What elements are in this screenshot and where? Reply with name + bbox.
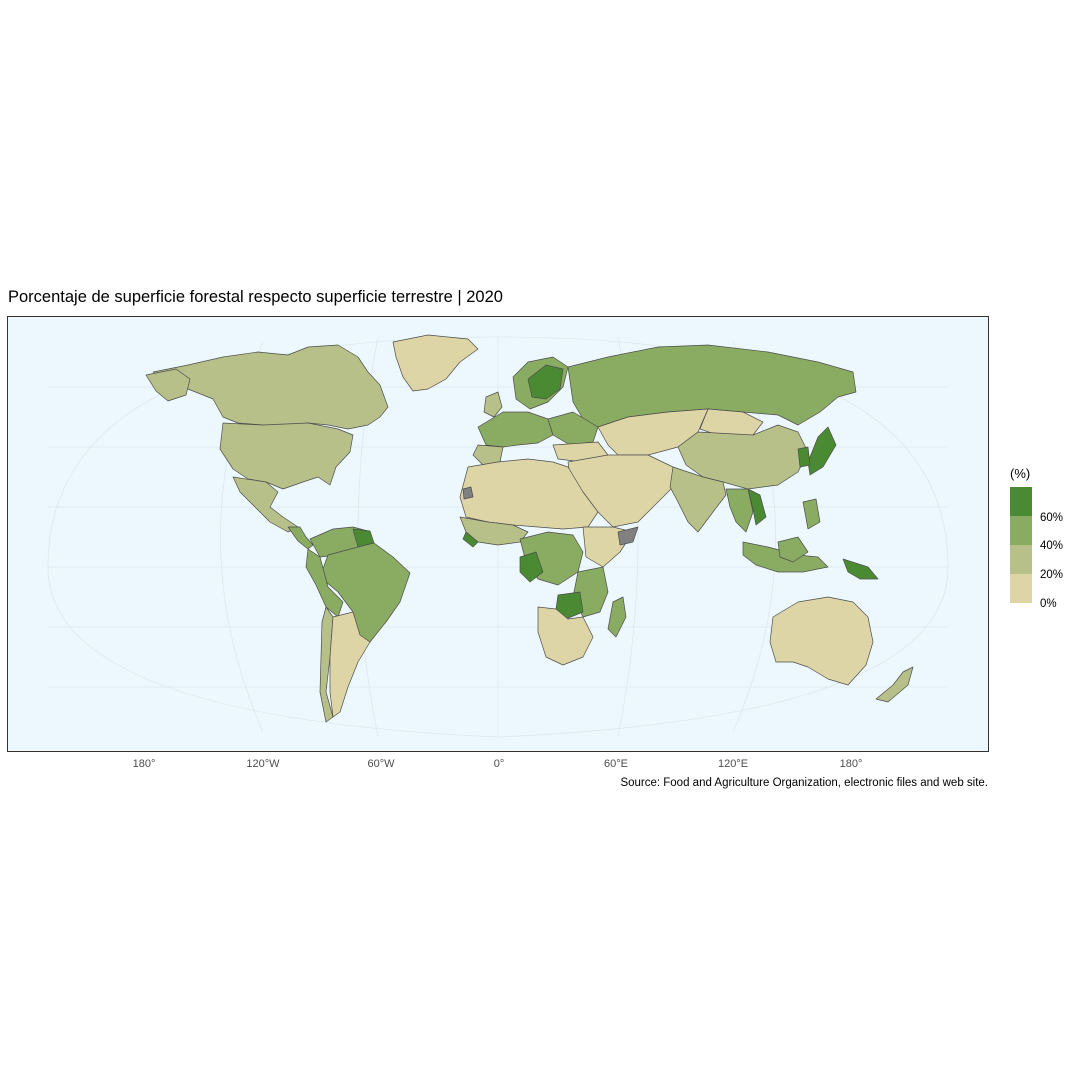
world-map [47,334,949,738]
region-gabon-congo [519,551,544,583]
region-papua-new-guinea [842,558,879,580]
region-new-zealand [875,666,914,703]
x-tick-120w: 120°W [246,758,280,770]
region-southern-africa [537,606,594,666]
region-madagascar [607,596,627,638]
region-finland-sweden [527,364,564,400]
region-alaska [145,368,191,402]
source-caption: Source: Food and Agriculture Organizatio… [620,777,988,789]
region-brazil [319,542,411,643]
region-somalia-no-data [617,526,639,546]
legend-label-40: 40% [1040,540,1064,552]
legend-label-60: 60% [1040,512,1064,524]
region-argentina [329,611,371,718]
legend-swatch-40-60 [1010,516,1032,545]
region-uk [483,391,503,418]
legend-swatch-20-40 [1010,545,1032,574]
map-title: Porcentaje de superficie forestal respec… [8,288,503,306]
region-japan [807,426,837,476]
region-korea [797,446,811,468]
region-myanmar-thailand [725,488,754,533]
x-tick-60w: 60°W [367,758,395,770]
x-tick-180w: 180° [132,758,156,770]
region-india [669,466,727,533]
region-liberia-guinea [462,531,479,548]
legend-swatch-60-plus [1010,487,1032,516]
legend-label-0: 0% [1040,598,1057,610]
countries [145,334,914,723]
x-tick-0: 0° [493,758,505,770]
region-greenland [392,334,479,392]
region-philippines [802,498,821,530]
legend-title: (%) [1010,466,1031,481]
x-tick-120e: 120°E [717,758,749,770]
x-tick-180e: 180° [839,758,863,770]
region-western-sahara-no-data [462,486,474,500]
region-central-america [287,526,314,550]
region-zambia [555,591,584,620]
region-borneo [777,536,809,563]
region-laos-vietnam [747,488,767,526]
x-tick-60e: 60°E [604,758,628,770]
legend-label-20: 20% [1040,569,1064,581]
legend-swatch-0-20 [1010,574,1032,603]
region-united-states [219,422,354,490]
region-western-europe [477,411,554,448]
region-canada [152,344,389,430]
region-australia [769,596,874,686]
map-panel [7,316,989,752]
